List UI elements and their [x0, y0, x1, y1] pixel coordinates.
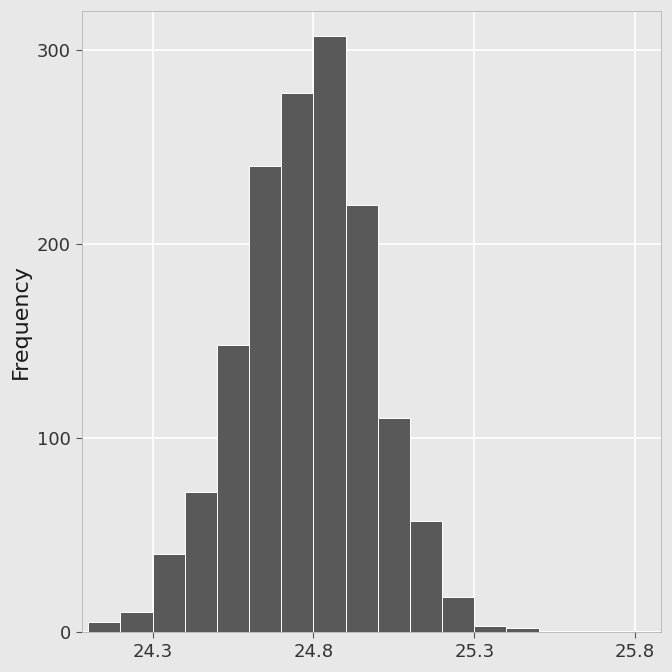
- Bar: [217, 345, 249, 632]
- Bar: [249, 166, 282, 632]
- Bar: [378, 419, 410, 632]
- Bar: [507, 628, 539, 632]
- Bar: [153, 554, 185, 632]
- Bar: [442, 597, 474, 632]
- Bar: [345, 205, 378, 632]
- Bar: [313, 36, 345, 632]
- Bar: [410, 521, 442, 632]
- Bar: [185, 492, 217, 632]
- Y-axis label: Frequency: Frequency: [11, 264, 31, 379]
- Bar: [282, 93, 313, 632]
- Bar: [88, 622, 120, 632]
- Bar: [120, 612, 153, 632]
- Bar: [474, 626, 507, 632]
